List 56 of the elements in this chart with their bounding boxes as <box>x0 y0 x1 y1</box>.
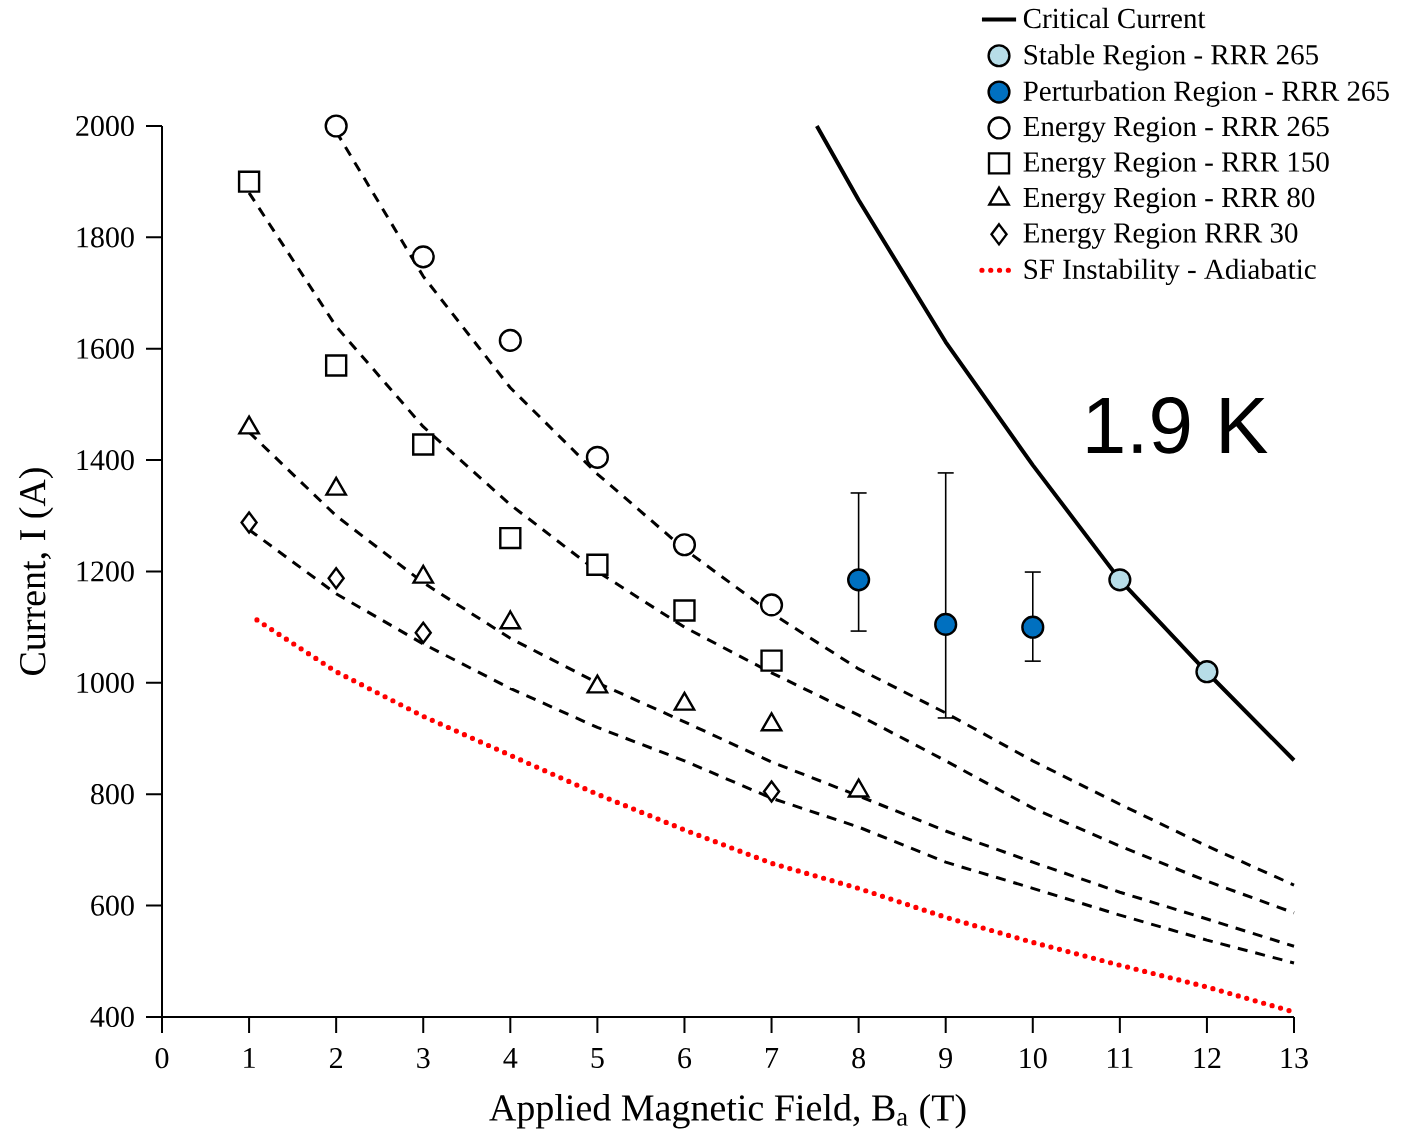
x-tick-label: 7 <box>766 1048 779 1068</box>
x-tick-label: 10 <box>1020 1048 1047 1069</box>
point <box>760 649 783 672</box>
legend-label: Energy Region - RRR 150 <box>1023 152 1329 178</box>
x-tick-label: 12 <box>1194 1048 1221 1068</box>
x-tick-label: 9 <box>939 1048 952 1069</box>
x-tick-label: 13 <box>1281 1048 1308 1069</box>
y-tick-label: 800 <box>91 784 134 805</box>
point <box>327 566 345 590</box>
point <box>237 170 261 193</box>
point <box>412 433 435 456</box>
legend-label: Energy Region - RRR 265 <box>1023 116 1329 143</box>
legend-label: Energy Region - RRR 80 <box>1023 187 1315 214</box>
point <box>586 553 609 576</box>
annotation: 1.9 K <box>1087 397 1268 454</box>
legend-label: Perturbation Region - RRR 265 <box>1023 80 1389 107</box>
point <box>1195 660 1219 684</box>
y-tick-label: 1800 <box>77 227 134 248</box>
point <box>414 621 432 644</box>
point <box>762 780 781 803</box>
y-axis-title: Current, I (A) <box>18 468 54 675</box>
x-tick-label: 0 <box>155 1048 169 1069</box>
y-tick-label: 2000 <box>76 115 134 137</box>
x-tick-label: 11 <box>1108 1048 1133 1068</box>
x-tick-label: 8 <box>852 1048 865 1069</box>
point <box>759 593 784 617</box>
x-tick-label: 3 <box>417 1048 430 1069</box>
point <box>847 568 871 592</box>
x-tick-label: 4 <box>503 1048 518 1068</box>
y-tick-label: 1400 <box>77 449 134 471</box>
point <box>498 328 522 352</box>
point <box>411 245 435 269</box>
point <box>1021 615 1045 639</box>
legend-label: Stable Region - RRR 265 <box>1024 44 1318 71</box>
x-tick-label: 1 <box>244 1048 255 1068</box>
point <box>324 354 348 377</box>
point <box>585 445 609 469</box>
legend-label: Energy Region RRR 30 <box>1023 223 1298 249</box>
point <box>240 511 258 534</box>
y-tick-label: 600 <box>91 895 134 916</box>
y-tick-label: 1000 <box>77 672 134 693</box>
x-axis-title: Applied Magnetic Field, B$_{a}$ (T) <box>489 1094 966 1129</box>
y-tick-label: 1600 <box>77 338 134 359</box>
point <box>499 526 522 550</box>
x-tick-label: 2 <box>329 1048 342 1068</box>
x-tick-label: 5 <box>591 1048 604 1068</box>
y-tick-label: 400 <box>90 1006 134 1028</box>
x-tick-label: 6 <box>678 1048 692 1069</box>
legend-label: SF Instability - Adiabatic <box>1024 258 1316 286</box>
legend-label: Critical Current <box>1023 7 1206 29</box>
point <box>673 599 696 622</box>
point <box>324 114 348 138</box>
point <box>934 612 958 636</box>
point <box>1108 568 1132 592</box>
point <box>672 533 697 557</box>
y-tick-label: 1200 <box>77 561 134 582</box>
